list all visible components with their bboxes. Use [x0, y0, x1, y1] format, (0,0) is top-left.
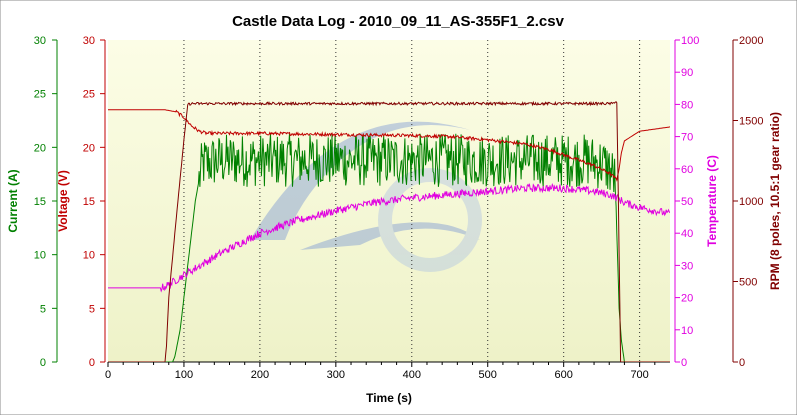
y-tick-label-current: 20 — [34, 142, 46, 154]
y-tick-label-temperature: 0 — [681, 357, 687, 369]
y-tick-label-current: 10 — [34, 250, 46, 262]
y-tick-label-voltage: 15 — [83, 196, 95, 208]
y-tick-label-voltage: 5 — [89, 303, 95, 315]
y-tick-label-current: 25 — [34, 89, 46, 101]
y-tick-label-temperature: 100 — [681, 35, 699, 47]
y-tick-label-current: 0 — [40, 357, 46, 369]
y-tick-label-temperature: 90 — [681, 67, 693, 79]
x-tick-label: 500 — [479, 369, 497, 381]
x-tick-label: 0 — [105, 369, 111, 381]
y-tick-label-voltage: 30 — [83, 35, 95, 47]
y-tick-label-rpm: 500 — [739, 277, 757, 289]
y-tick-label-temperature: 20 — [681, 293, 693, 305]
y-tick-label-temperature: 40 — [681, 228, 693, 240]
y-axis-label-rpm: RPM (8 poles, 10.5:1 gear ratio) — [768, 112, 782, 290]
y-tick-label-temperature: 80 — [681, 99, 693, 111]
grid-layer — [183, 40, 641, 362]
series-line-temperature — [108, 183, 670, 293]
y-tick-label-voltage: 0 — [89, 357, 95, 369]
x-axis-label: Time (s) — [366, 391, 412, 405]
series-line-voltage — [108, 109, 670, 182]
chart-title: Castle Data Log - 2010_09_11_AS-355F1_2.… — [232, 13, 565, 30]
y-tick-label-current: 30 — [34, 35, 46, 47]
x-tick-label: 200 — [251, 369, 269, 381]
y-tick-label-rpm: 1500 — [739, 116, 763, 128]
x-tick-label: 700 — [630, 369, 648, 381]
y-tick-label-temperature: 10 — [681, 325, 693, 337]
y-tick-label-current: 15 — [34, 196, 46, 208]
y-tick-label-rpm: 2000 — [739, 35, 763, 47]
y-axis-label-temperature: Temperature (C) — [705, 155, 719, 247]
plot-area — [108, 40, 670, 362]
y-tick-label-rpm: 1000 — [739, 196, 763, 208]
y-tick-label-voltage: 25 — [83, 89, 95, 101]
y-axis-label-voltage: Voltage (V) — [56, 170, 70, 232]
y-tick-label-temperature: 70 — [681, 132, 693, 144]
y-tick-label-temperature: 30 — [681, 260, 693, 272]
axes-layer: 0 100 200 300 400 500 600 700051015202530Curren… — [6, 35, 782, 381]
x-tick-label: 600 — [554, 369, 572, 381]
series-line-current — [108, 133, 670, 362]
y-axis-label-current: Current (A) — [6, 169, 20, 232]
x-tick-label: 400 — [403, 369, 421, 381]
y-tick-label-current: 5 — [40, 303, 46, 315]
x-tick-label: 300 — [327, 369, 345, 381]
y-tick-label-voltage: 10 — [83, 250, 95, 262]
series-layer — [108, 100, 670, 362]
x-tick-label: 100 — [175, 369, 193, 381]
series-line-rpm — [108, 100, 670, 362]
watermark-logo — [250, 121, 482, 272]
y-tick-label-rpm: 0 — [739, 357, 745, 369]
y-tick-label-temperature: 60 — [681, 164, 693, 176]
y-tick-label-voltage: 20 — [83, 142, 95, 154]
y-tick-label-temperature: 50 — [681, 196, 693, 208]
